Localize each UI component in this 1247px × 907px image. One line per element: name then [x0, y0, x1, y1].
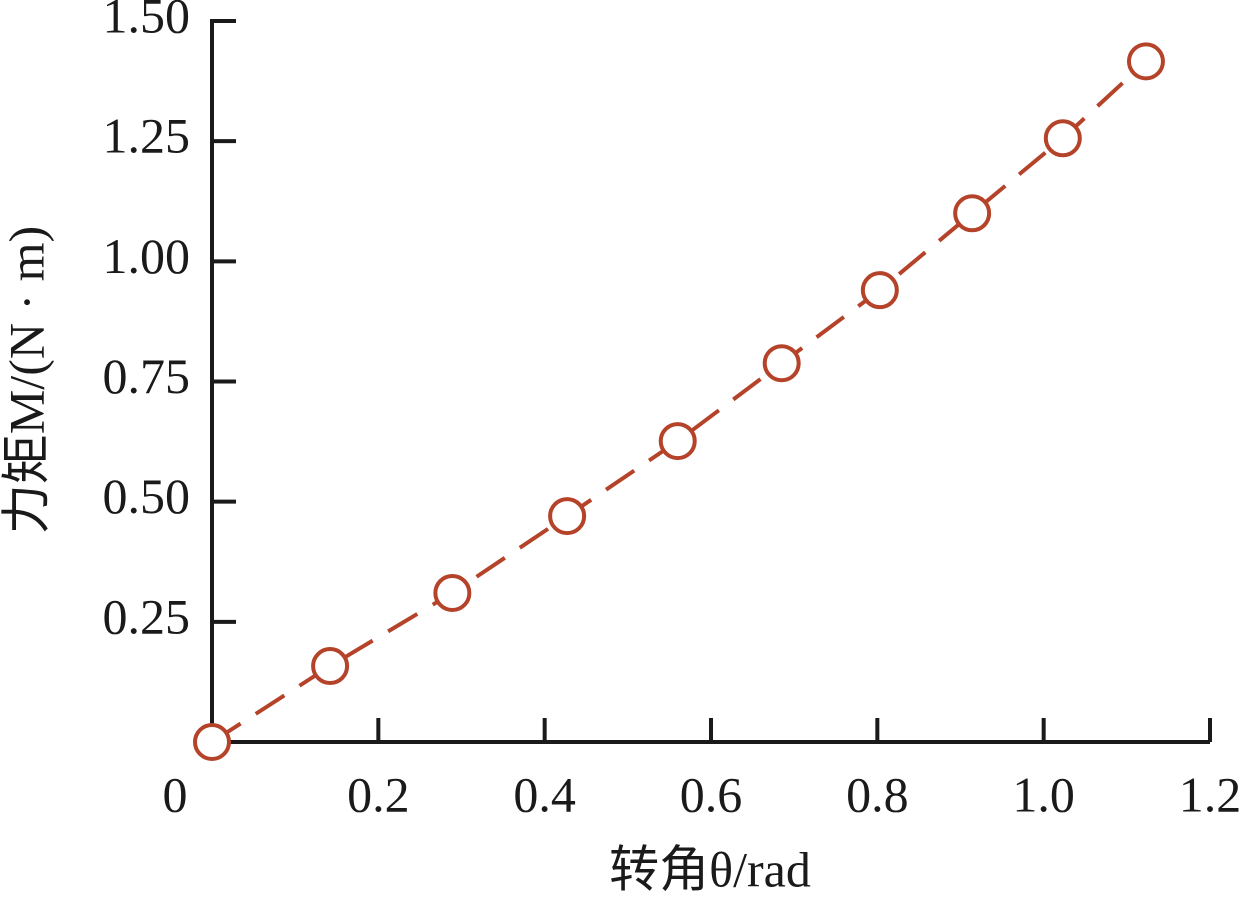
data-point [658, 422, 697, 461]
data-point [548, 497, 587, 536]
y-tick-label: 0.50 [103, 468, 191, 524]
data-point [860, 271, 899, 310]
x-tick-label: 0.2 [347, 766, 410, 822]
x-tick-label: 0.6 [680, 766, 743, 822]
x-tick-label: 1.2 [1179, 766, 1242, 822]
data-point [1126, 42, 1165, 81]
y-tick-label: 0.75 [103, 348, 191, 404]
y-tick-label: 1.25 [103, 108, 191, 164]
y-tick-label: 1.50 [103, 0, 191, 43]
data-line [210, 59, 1148, 744]
data-point [953, 194, 992, 233]
x-tick-label: 1.0 [1012, 766, 1075, 822]
x-tick-label: 0 [163, 766, 188, 822]
x-tick-label: 0.4 [513, 766, 576, 822]
data-point [762, 344, 801, 383]
y-tick-label: 1.00 [103, 228, 191, 284]
data-point [193, 723, 231, 761]
x-axis-title: 转角θ/rad [609, 841, 811, 897]
data-point [1043, 119, 1082, 158]
data-point [433, 573, 472, 612]
x-tick-label: 0.8 [846, 766, 909, 822]
data-point [311, 647, 350, 686]
y-axis-title: 力矩M/(N · m) [0, 226, 54, 534]
y-tick-label: 0.25 [103, 588, 191, 644]
